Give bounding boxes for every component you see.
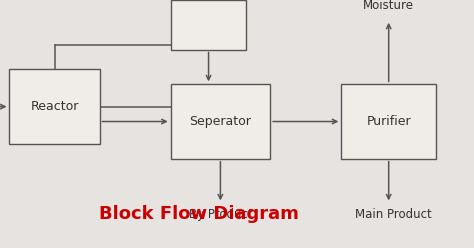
Text: By Product: By Product [189, 208, 252, 221]
Text: Moisture: Moisture [363, 0, 414, 12]
Bar [171, 84, 270, 159]
Text: Block Flow Diagram: Block Flow Diagram [99, 205, 299, 223]
Text: Main Product: Main Product [355, 208, 432, 221]
Text: Purifier: Purifier [366, 115, 411, 128]
Text: Reactor: Reactor [30, 100, 79, 113]
Bar [341, 84, 436, 159]
Text: Seperator: Seperator [190, 115, 251, 128]
Bar [9, 69, 100, 144]
Bar [171, 0, 246, 50]
